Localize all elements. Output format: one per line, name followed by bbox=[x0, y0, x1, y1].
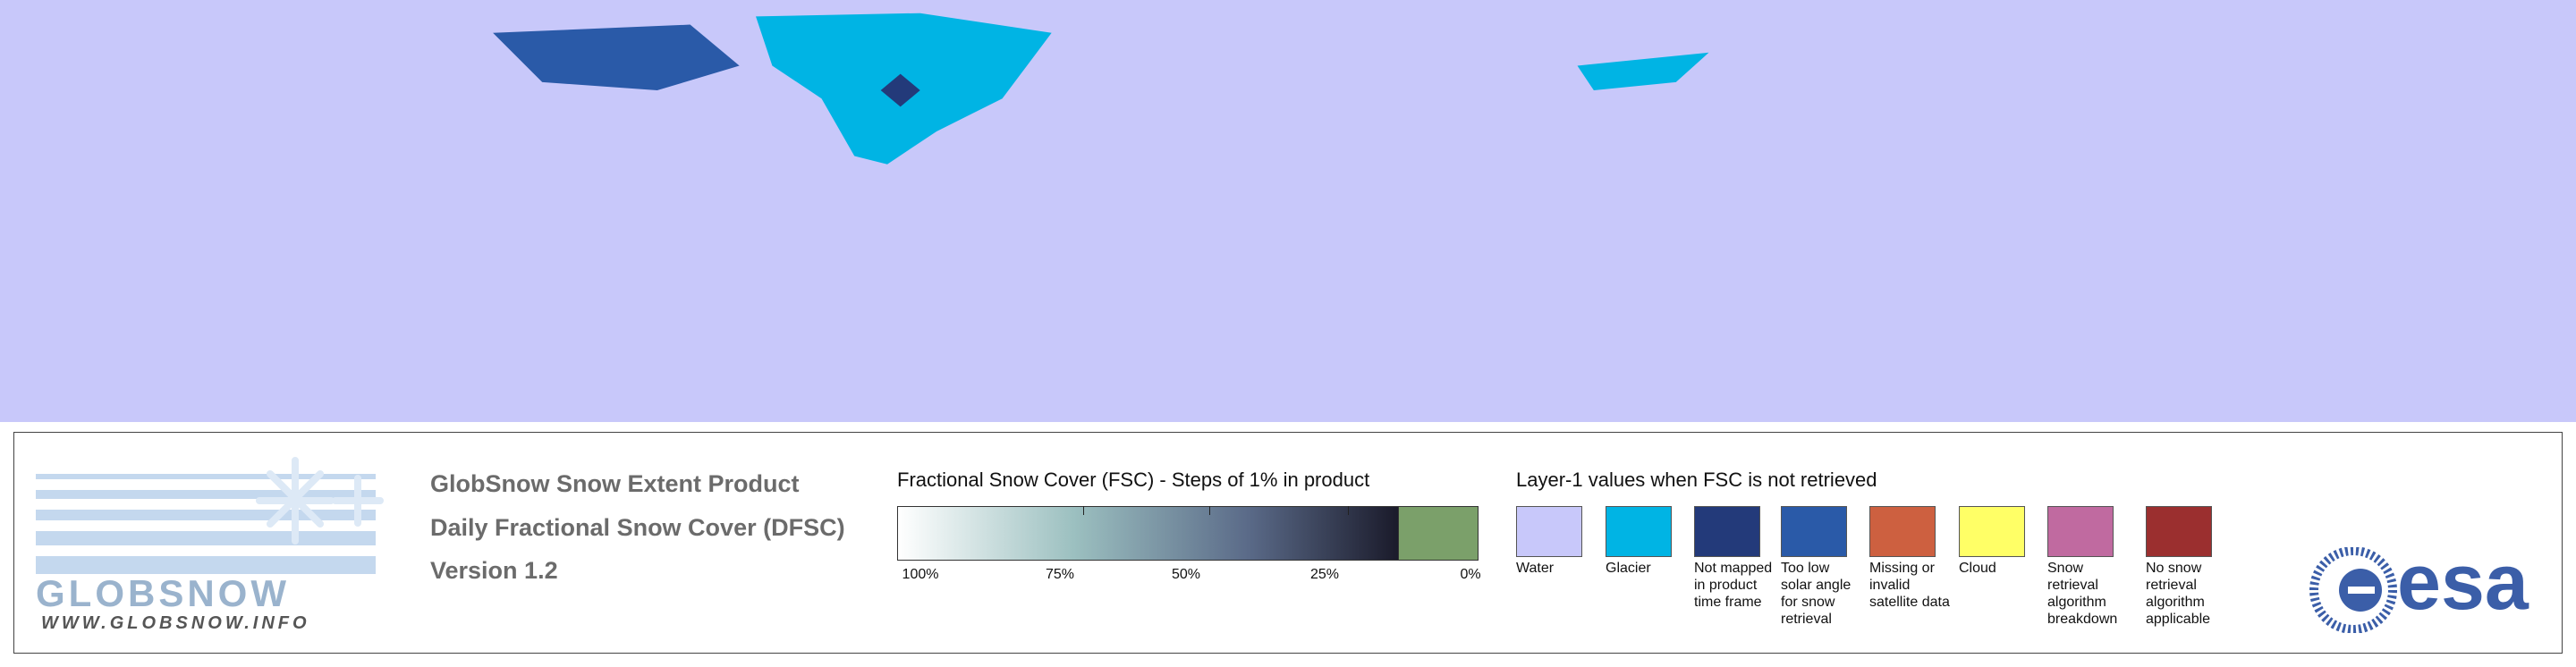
fsc-tick-label: 100% bbox=[902, 567, 939, 582]
fsc-tick-label: 0% bbox=[1460, 567, 1481, 582]
fsc-title: Fractional Snow Cover (FSC) - Steps of 1… bbox=[897, 469, 1370, 491]
legend-label: Missing or invalid satellite data bbox=[1869, 561, 1950, 610]
legend-label: Cloud bbox=[1959, 561, 1996, 576]
fsc-tick-mark bbox=[1083, 506, 1084, 515]
product-title: GlobSnow Snow Extent Product bbox=[430, 470, 800, 497]
legend-swatch bbox=[1516, 506, 1582, 557]
esa-emblem bbox=[2309, 547, 2397, 633]
legend-label: Glacier bbox=[1606, 561, 1651, 576]
legend-label: Snow retrieval algorithm breakdown bbox=[2047, 561, 2118, 627]
legend-label: No snow retrieval algorithm applicable bbox=[2146, 561, 2211, 627]
fsc-tick-label: 25% bbox=[1309, 567, 1340, 582]
fsc-tick-label: 75% bbox=[1045, 567, 1075, 582]
legend-swatch bbox=[1694, 506, 1760, 557]
fsc-zero bbox=[1398, 506, 1479, 561]
fsc-tick-label: 50% bbox=[1171, 567, 1201, 582]
fsc-tick-mark bbox=[1348, 506, 1349, 515]
legend-swatch bbox=[2146, 506, 2212, 557]
product-version: Version 1.2 bbox=[430, 557, 558, 584]
logo-name: GLOBSNOW bbox=[36, 572, 290, 614]
esa-logo: esa bbox=[2397, 537, 2529, 626]
legend-swatch bbox=[2047, 506, 2114, 557]
fsc-gradient bbox=[897, 506, 1400, 561]
legend-swatch bbox=[1869, 506, 1936, 557]
legend-panel bbox=[13, 432, 2563, 654]
legend-label: Not mapped in product time frame bbox=[1694, 561, 1773, 610]
map bbox=[0, 0, 2576, 422]
legend-label: Too low solar angle for snow retrieval bbox=[1781, 561, 1852, 627]
legend-swatch bbox=[1959, 506, 2025, 557]
legend-label: Water bbox=[1516, 561, 1555, 576]
fsc-tick-mark bbox=[1209, 506, 1210, 515]
legend-swatch bbox=[1781, 506, 1847, 557]
legend-swatch bbox=[1606, 506, 1672, 557]
logo-url: WWW.GLOBSNOW.INFO bbox=[41, 613, 310, 633]
logo-graphic bbox=[36, 457, 384, 574]
product-subtitle: Daily Fractional Snow Cover (DFSC) bbox=[430, 514, 845, 541]
layer1-title: Layer-1 values when FSC is not retrieved bbox=[1516, 469, 1877, 491]
